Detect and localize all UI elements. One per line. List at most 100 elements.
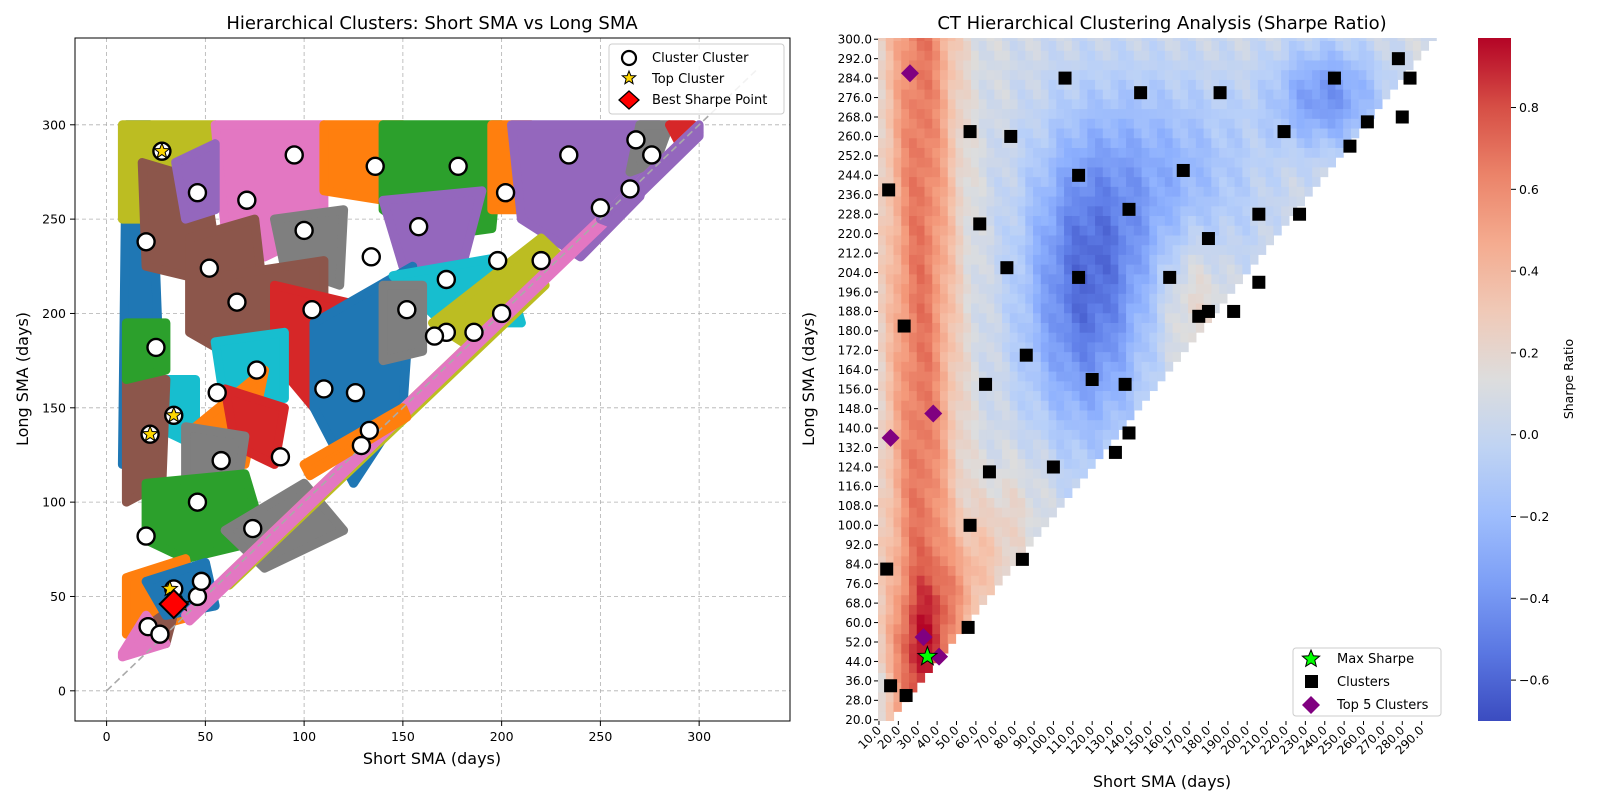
heatmap-cell	[924, 370, 933, 382]
heatmap-cell	[1087, 254, 1096, 265]
heatmap-cell	[1180, 40, 1189, 51]
heatmap-cell	[1180, 50, 1189, 61]
heatmap-cell	[1265, 69, 1274, 80]
heatmap-cell	[1226, 108, 1236, 119]
heatmap-cell	[1195, 302, 1205, 314]
heatmap-cell	[1133, 293, 1143, 304]
heatmap-cell	[1219, 69, 1228, 80]
heatmap-cell	[909, 662, 918, 673]
heatmap-cell	[901, 662, 910, 673]
heatmap-cell	[1327, 89, 1336, 100]
heatmap-cell	[901, 244, 910, 255]
heatmap-cell	[978, 98, 988, 110]
heatmap-cell	[994, 400, 1003, 411]
left-y-tick-label: 50	[50, 589, 66, 604]
heatmap-cell	[940, 79, 949, 90]
heatmap-cell	[1172, 69, 1181, 80]
heatmap-cell	[1157, 147, 1166, 158]
heatmap-cell	[932, 400, 941, 411]
heatmap-cell	[909, 38, 918, 42]
heatmap-cell	[1118, 186, 1127, 197]
top5-cluster-diamond	[900, 64, 919, 83]
heatmap-cell	[1203, 264, 1212, 275]
heatmap-cell	[1017, 38, 1026, 42]
heatmap-cell	[1009, 38, 1019, 42]
heatmap-cell	[1203, 195, 1212, 207]
cluster-center-marker	[136, 232, 156, 252]
heatmap-cell	[1095, 234, 1104, 246]
heatmap-cell	[1064, 176, 1073, 187]
heatmap-cell	[1087, 50, 1096, 61]
heatmap-cell	[1149, 176, 1158, 187]
heatmap-cell	[909, 361, 918, 372]
heatmap-cell	[1195, 205, 1205, 217]
heatmap-cell	[1017, 439, 1026, 450]
heatmap-cell	[986, 332, 995, 343]
heatmap-cell	[1172, 50, 1181, 61]
heatmap-cell	[901, 225, 910, 236]
heatmap-cell	[1002, 419, 1011, 430]
heatmap-cell	[971, 157, 980, 168]
heatmap-cell	[1017, 341, 1026, 353]
heatmap-cluster-square	[1201, 232, 1215, 246]
heatmap-cell	[1219, 254, 1228, 265]
heatmap-cell	[1188, 98, 1197, 110]
heatmap-cell	[1118, 244, 1127, 255]
heatmap-cell	[940, 137, 949, 148]
heatmap-cell	[901, 215, 910, 226]
heatmap-cell	[1141, 79, 1150, 90]
heatmap-cell	[885, 370, 895, 382]
heatmap-cell	[1040, 59, 1050, 71]
heatmap-cell	[1064, 468, 1073, 479]
heatmap-cell	[1149, 293, 1158, 304]
heatmap-cell	[1064, 419, 1073, 430]
heatmap-cell	[1095, 322, 1104, 333]
heatmap-cell	[901, 614, 910, 625]
heatmap-cell	[1087, 234, 1096, 246]
heatmap-cell	[955, 147, 964, 158]
heatmap-cell	[1040, 390, 1050, 401]
heatmap-cell	[947, 244, 957, 255]
heatmap-cell	[1211, 166, 1220, 178]
heatmap-cell	[1017, 458, 1026, 469]
heatmap-cell	[1118, 127, 1127, 139]
heatmap-cell	[901, 536, 910, 547]
heatmap-cell	[1164, 98, 1174, 110]
heatmap-cell	[1002, 380, 1011, 392]
heatmap-cell	[971, 477, 980, 489]
heatmap-cluster-square	[1108, 445, 1122, 459]
heatmap-cell	[1366, 89, 1375, 100]
heatmap-cell	[885, 273, 895, 285]
heatmap-cell	[978, 341, 988, 353]
heatmap-cell	[1188, 127, 1197, 139]
heatmap-cell	[947, 497, 957, 508]
heatmap-cell	[1040, 108, 1050, 119]
heatmap-cell	[1079, 234, 1088, 246]
heatmap-cell	[978, 79, 988, 90]
heatmap-cell	[1048, 487, 1057, 498]
heatmap-cell	[1195, 118, 1205, 129]
heatmap-cell	[1149, 234, 1158, 246]
heatmap-cell	[1273, 89, 1282, 100]
heatmap-cell	[1257, 195, 1267, 207]
heatmap-cell	[1009, 429, 1019, 440]
cluster-center-marker	[351, 435, 372, 456]
heatmap-cell	[1033, 477, 1042, 489]
heatmap-cell	[1195, 147, 1205, 158]
heatmap-cell	[986, 536, 995, 547]
heatmap-cell	[1203, 254, 1212, 265]
heatmap-cell	[1095, 409, 1104, 421]
heatmap-cell	[971, 584, 980, 596]
heatmap-cell	[1017, 526, 1026, 537]
heatmap-cell	[893, 477, 902, 489]
heatmap-cell	[1079, 108, 1088, 119]
heatmap-cell	[878, 390, 887, 401]
heatmap-cell	[924, 497, 933, 508]
right-y-tick-label: 164.0	[838, 363, 872, 377]
left-x-tick-label: 150	[391, 729, 415, 744]
heatmap-cell	[1048, 361, 1057, 372]
heatmap-cell	[963, 458, 972, 469]
heatmap-cell	[1071, 477, 1081, 489]
right-y-tick-label: 284.0	[838, 71, 872, 85]
heatmap-cell	[1071, 380, 1081, 392]
